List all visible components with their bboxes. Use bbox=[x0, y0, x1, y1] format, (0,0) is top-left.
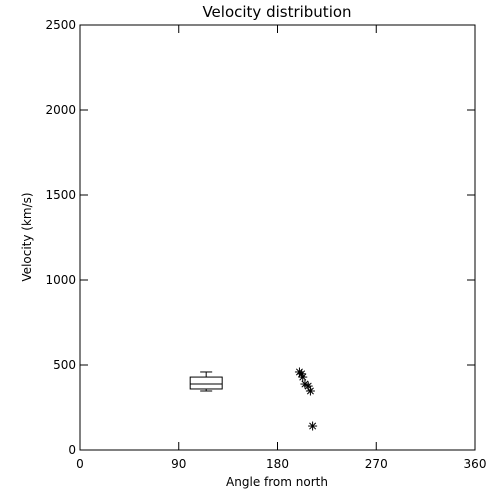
y-tick-label: 2500 bbox=[45, 18, 76, 32]
y-axis-label: Velocity (km/s) bbox=[20, 192, 34, 281]
y-tick-label: 500 bbox=[53, 358, 76, 372]
x-tick-label: 360 bbox=[464, 457, 487, 471]
y-tick-label: 0 bbox=[68, 443, 76, 457]
asterisk-stroke bbox=[304, 382, 312, 390]
x-tick-label: 180 bbox=[266, 457, 289, 471]
asterisk-stroke bbox=[299, 373, 307, 381]
asterisk-stroke bbox=[309, 422, 317, 430]
chart-title: Velocity distribution bbox=[202, 3, 351, 21]
asterisk-stroke bbox=[298, 370, 306, 378]
y-tick-label: 1000 bbox=[45, 273, 76, 287]
point bbox=[308, 421, 318, 431]
point bbox=[298, 372, 308, 382]
point bbox=[305, 386, 315, 396]
x-tick-label: 0 bbox=[76, 457, 84, 471]
x-tick-label: 270 bbox=[365, 457, 388, 471]
asterisk-stroke bbox=[301, 380, 309, 388]
y-tick-label: 2000 bbox=[45, 103, 76, 117]
x-axis-label: Angle from north bbox=[226, 475, 328, 489]
asterisk-stroke bbox=[306, 387, 314, 395]
y-tick-label: 1500 bbox=[45, 188, 76, 202]
x-tick-label: 90 bbox=[171, 457, 186, 471]
